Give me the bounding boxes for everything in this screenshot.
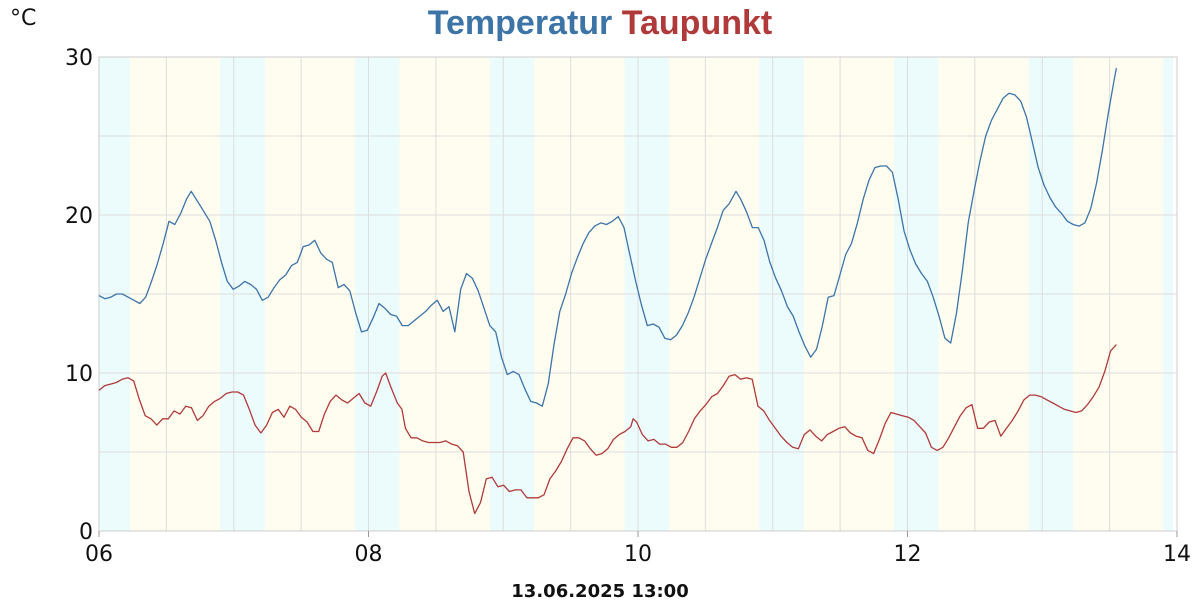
title-dewpoint: Taupunkt bbox=[621, 4, 773, 42]
y-tick-label: 0 bbox=[79, 520, 93, 545]
temperature-series-line bbox=[98, 67, 1118, 407]
dewpoint-series-line bbox=[98, 344, 1117, 515]
y-tick-label: 30 bbox=[65, 46, 93, 71]
chart-title: Temperatur Taupunkt bbox=[0, 4, 1200, 43]
x-tick-label: 10 bbox=[624, 542, 652, 567]
x-tick-label: 06 bbox=[85, 542, 113, 567]
y-axis-unit: °C bbox=[10, 6, 37, 31]
x-tick-label: 08 bbox=[355, 542, 383, 567]
y-tick-label: 10 bbox=[65, 362, 93, 387]
x-tick-label: 14 bbox=[1163, 542, 1191, 567]
title-temperature: Temperatur bbox=[427, 4, 613, 42]
x-tick-label: 12 bbox=[894, 542, 922, 567]
y-tick-label: 20 bbox=[65, 204, 93, 229]
timestamp: 13.06.2025 13:00 bbox=[511, 581, 689, 602]
